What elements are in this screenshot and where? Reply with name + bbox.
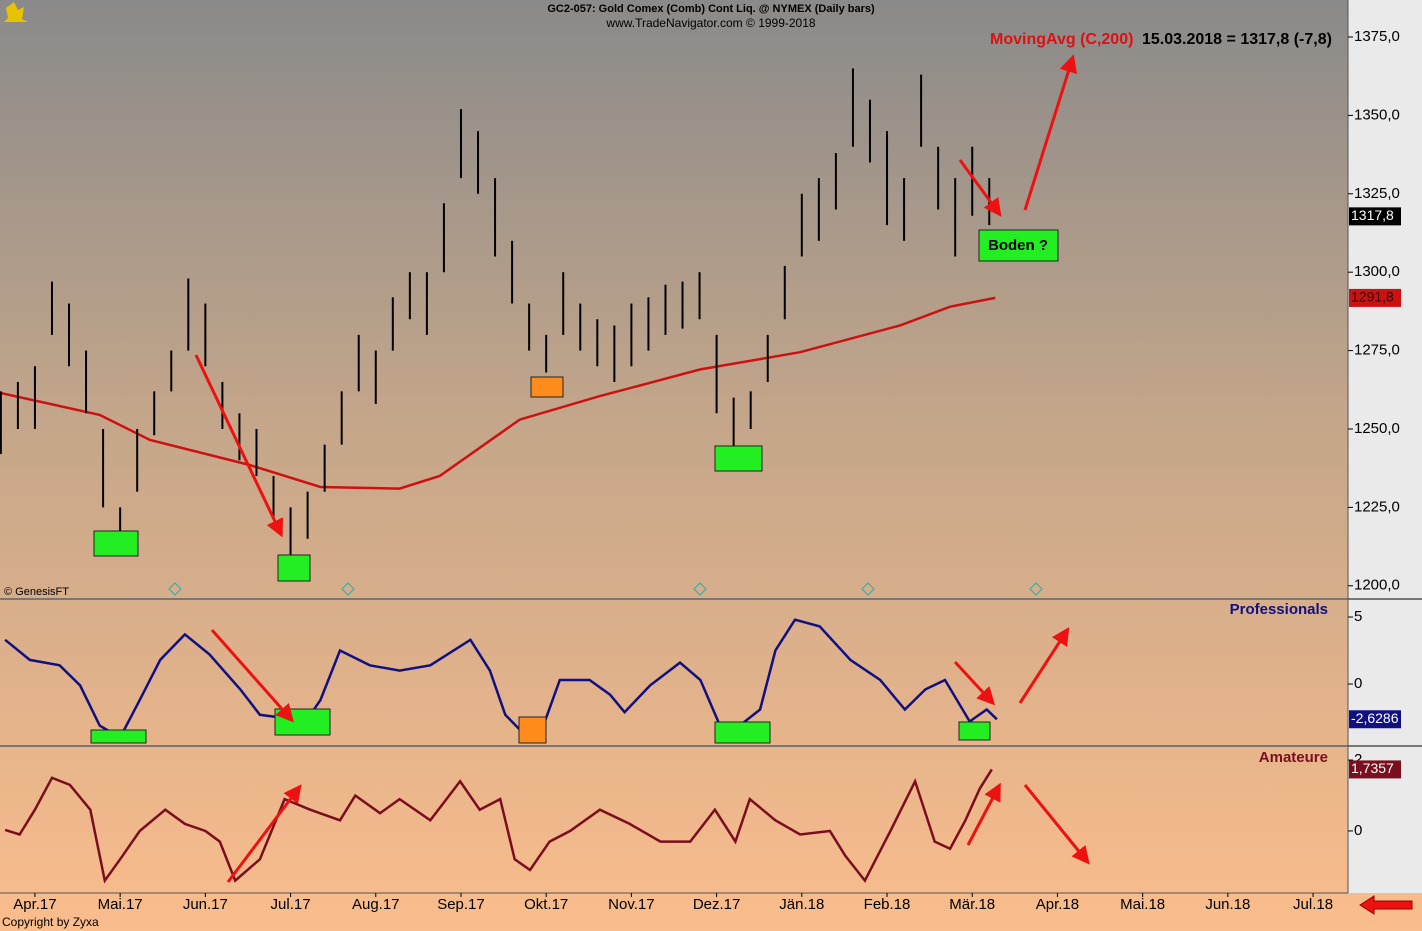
x-tick-label: Mai.18 (1120, 896, 1165, 913)
x-tick-label: Aug.17 (352, 896, 400, 913)
value-badge-label: 1,7357 (1351, 760, 1394, 776)
x-tick-label: Sep.17 (437, 896, 485, 913)
marker-box (714, 721, 771, 744)
x-tick-label: Apr.18 (1036, 896, 1079, 913)
marker-box (274, 708, 331, 736)
y-tick-label: 0 (1354, 675, 1362, 692)
marker-box (714, 445, 763, 472)
nav-arrow[interactable] (1359, 895, 1413, 915)
arrow (226, 784, 302, 883)
x-tick-label: Jul.18 (1293, 896, 1333, 913)
axis-area (1348, 0, 1422, 893)
x-tick-label: Dez.17 (693, 896, 741, 913)
arrow (958, 159, 1002, 217)
arrow (1018, 626, 1070, 704)
series-line (0, 296, 996, 490)
arrow (953, 660, 996, 706)
arrow (194, 354, 283, 538)
source: © GenesisFT (4, 586, 69, 598)
x-tick-label: Jul.17 (271, 896, 311, 913)
value-badge (1349, 288, 1401, 307)
y-tick-label: 1325,0 (1354, 185, 1400, 202)
y-tick-label: 1375,0 (1354, 28, 1400, 45)
y-tick-label: 1300,0 (1354, 263, 1400, 280)
x-tick-label: Okt.17 (524, 896, 568, 913)
event-icons (168, 582, 1043, 596)
x-tick-label: Jän.18 (779, 896, 824, 913)
series-name: Professionals (1230, 601, 1328, 618)
marker-box (93, 530, 139, 557)
arrow (966, 782, 1001, 846)
x-tick-label: Mai.17 (98, 896, 143, 913)
arrow (210, 629, 294, 723)
y-tick-label: 1250,0 (1354, 420, 1400, 437)
y-tick-label: 5 (1354, 608, 1362, 625)
y-tick-label: 2 (1354, 751, 1362, 768)
legend-name: MovingAvg (C,200) (990, 31, 1133, 48)
value-badge-label: -2,6286 (1351, 710, 1399, 726)
x-tick-label: Feb.18 (864, 896, 911, 913)
marker-box (958, 721, 991, 741)
value-badge-label: 1317,8 (1351, 207, 1394, 223)
value-badge (1349, 710, 1401, 729)
x-tick-label: Apr.17 (13, 896, 56, 913)
marker-box (90, 729, 147, 744)
marker-box (518, 716, 547, 744)
x-tick-label: Jun.18 (1205, 896, 1250, 913)
y-tick-label: 1275,0 (1354, 342, 1400, 359)
footer: Copyright by Zyxa (2, 915, 99, 929)
chart-subtitle: www.TradeNavigator.com © 1999-2018 (605, 16, 815, 30)
y-tick-label: 0 (1354, 822, 1362, 839)
annotation: Boden ? (988, 237, 1048, 254)
y-tick-label: 1225,0 (1354, 498, 1400, 515)
chart-title: GC2-057: Gold Comex (Comb) Cont Liq. @ N… (547, 3, 875, 15)
marker-box (277, 554, 311, 582)
value-badge (1349, 207, 1401, 226)
value-badge-label: 1291,8 (1351, 289, 1394, 305)
x-tick-label: Jun.17 (183, 896, 228, 913)
y-tick-label: 1350,0 (1354, 106, 1400, 123)
annotations: Boden ? (90, 54, 1413, 915)
marker-box (978, 229, 1059, 262)
status: 15.03.2018 = 1317,8 (-7,8) (1142, 31, 1332, 48)
series-name: Amateure (1259, 749, 1328, 766)
series-line (4, 768, 993, 884)
logo (4, 2, 28, 22)
arrow (1023, 54, 1078, 211)
marker-box (530, 376, 564, 398)
x-tick-label: Nov.17 (608, 896, 654, 913)
x-tick-label: Mär.18 (949, 896, 995, 913)
arrow (1023, 784, 1090, 865)
value-badge (1349, 760, 1401, 779)
y-tick-label: 1200,0 (1354, 577, 1400, 594)
